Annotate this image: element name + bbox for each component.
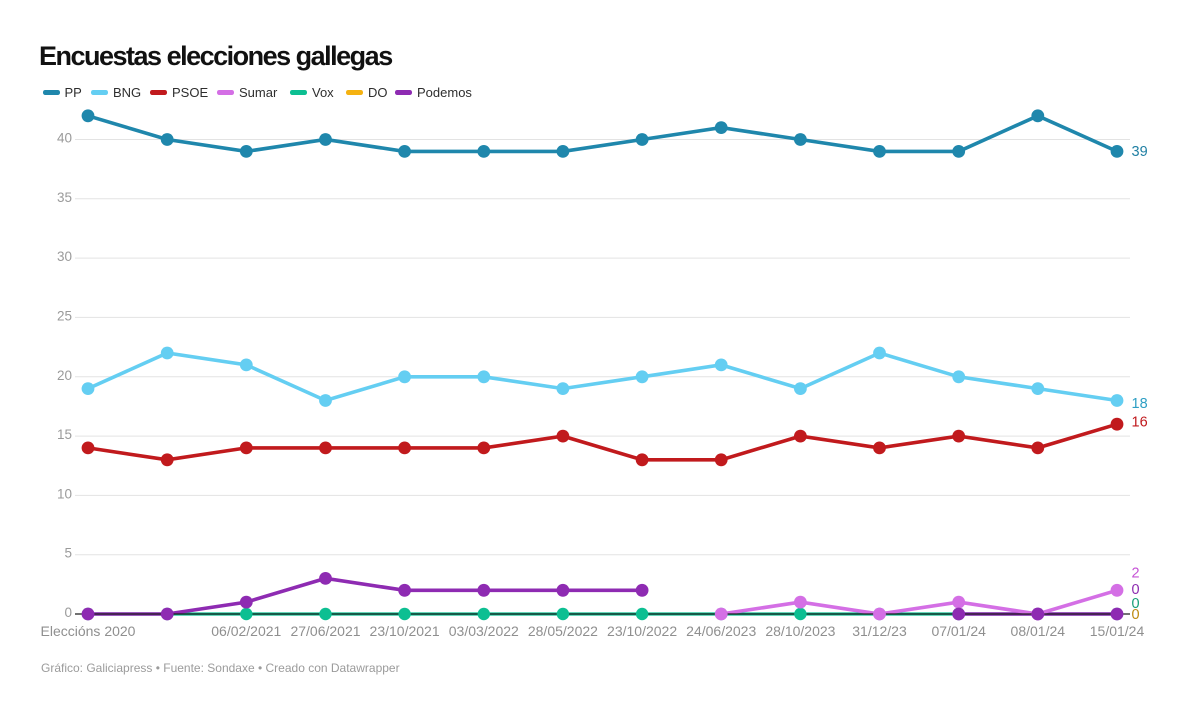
svg-text:5: 5 — [64, 546, 72, 561]
svg-text:25: 25 — [57, 308, 72, 323]
svg-text:2: 2 — [1132, 566, 1140, 582]
svg-text:16: 16 — [1132, 415, 1148, 431]
svg-text:27/06/2021: 27/06/2021 — [290, 623, 360, 639]
svg-text:10: 10 — [57, 486, 72, 501]
svg-text:03/03/2022: 03/03/2022 — [449, 623, 519, 639]
svg-text:06/02/2021: 06/02/2021 — [211, 623, 281, 639]
svg-text:08/01/24: 08/01/24 — [1011, 623, 1066, 639]
svg-text:18: 18 — [1132, 396, 1148, 412]
svg-text:07/01/24: 07/01/24 — [931, 623, 986, 639]
svg-text:0: 0 — [1132, 582, 1140, 598]
svg-text:31/12/23: 31/12/23 — [852, 623, 907, 639]
svg-text:0: 0 — [1132, 596, 1140, 612]
svg-text:23/10/2022: 23/10/2022 — [607, 623, 677, 639]
svg-text:Eleccións 2020: Eleccións 2020 — [41, 623, 136, 639]
svg-text:40: 40 — [57, 131, 72, 146]
svg-text:20: 20 — [57, 368, 72, 383]
svg-text:23/10/2021: 23/10/2021 — [370, 623, 440, 639]
svg-text:28/05/2022: 28/05/2022 — [528, 623, 598, 639]
svg-text:30: 30 — [57, 249, 72, 264]
svg-text:35: 35 — [57, 190, 72, 205]
svg-text:39: 39 — [1132, 144, 1148, 160]
svg-text:0: 0 — [64, 605, 72, 620]
svg-text:0: 0 — [1132, 607, 1140, 623]
svg-text:24/06/2023: 24/06/2023 — [686, 623, 756, 639]
svg-text:28/10/2023: 28/10/2023 — [765, 623, 835, 639]
svg-text:15: 15 — [57, 427, 72, 442]
svg-text:15/01/24: 15/01/24 — [1090, 623, 1145, 639]
